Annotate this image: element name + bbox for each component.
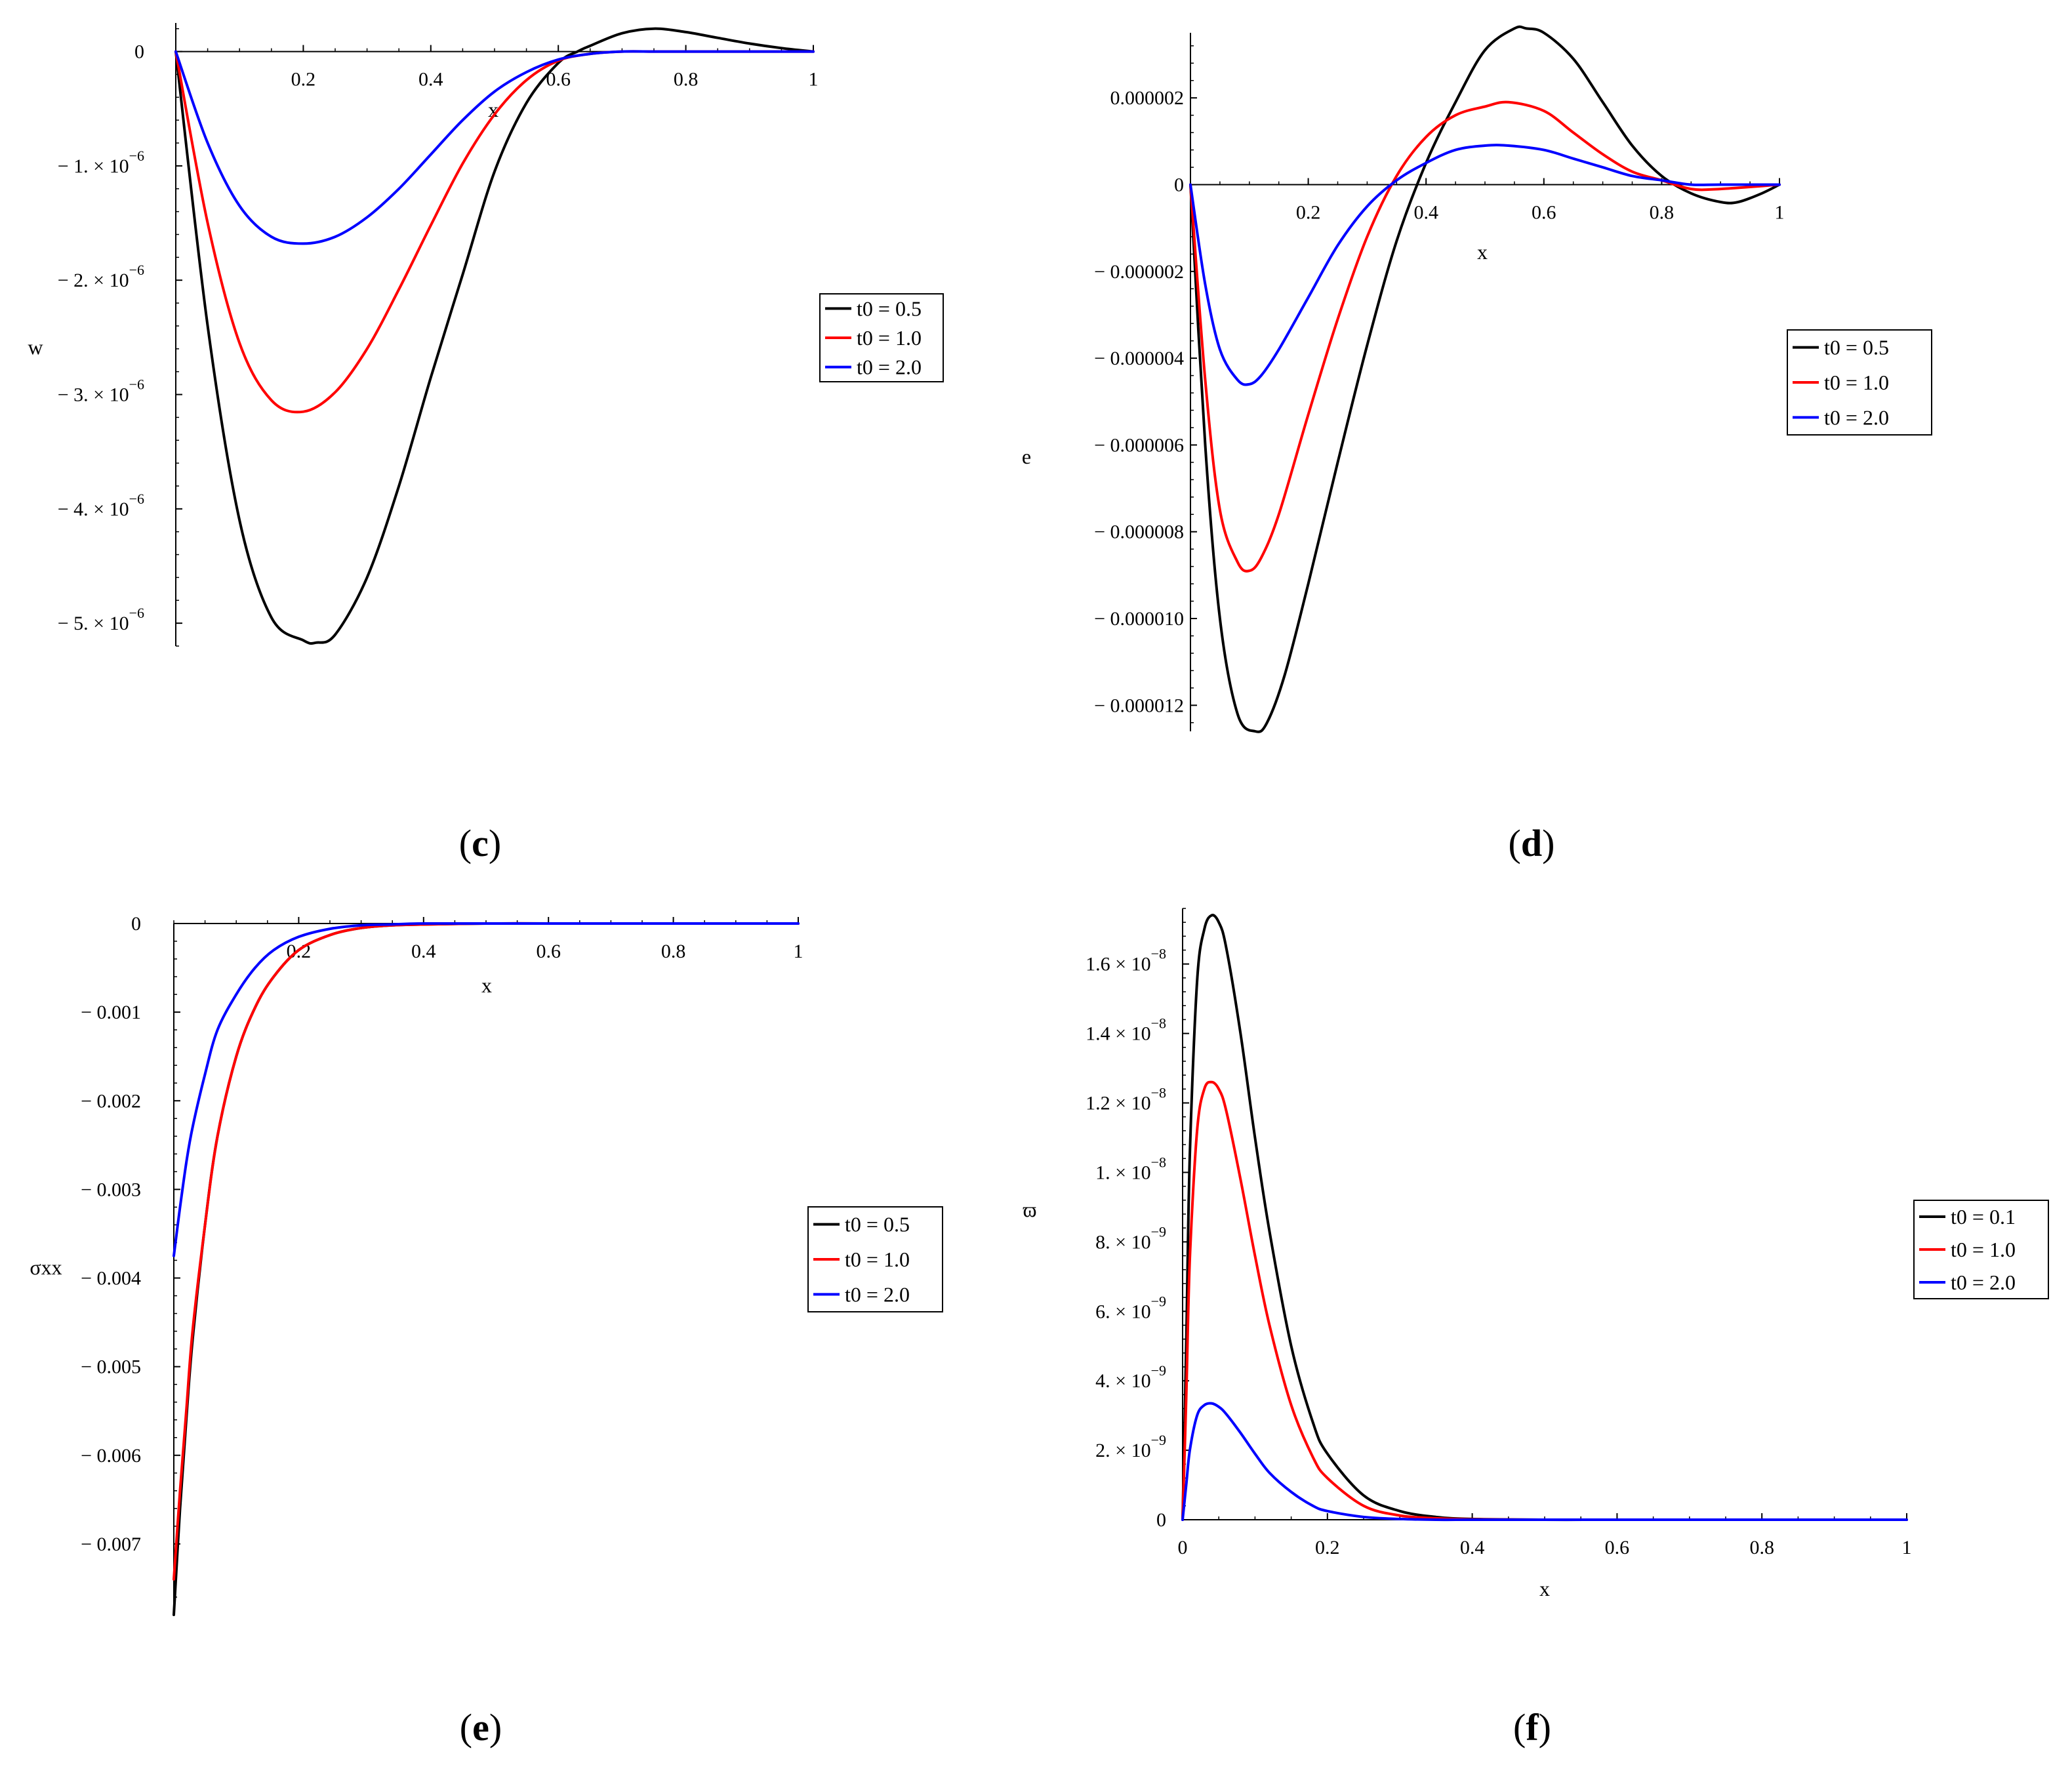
x-tick-label: 0.2 [1315, 1537, 1340, 1558]
legend: t0 = 0.1 t0 = 1.0 t0 = 2.0 [1913, 1200, 2049, 1299]
y-tick-label: 1.4 × 10−8 [1086, 1015, 1166, 1045]
legend-entry: t0 = 1.0 [845, 1248, 910, 1271]
y-tick-label: − 0.002 [81, 1090, 141, 1112]
x-tick-label: 1 [809, 69, 819, 91]
x-tick-label: 0.2 [1296, 202, 1321, 224]
y-tick-label: 0 [134, 41, 144, 63]
y-tick-label: 1.2 × 10−8 [1086, 1085, 1166, 1114]
x-tick-label: 0.6 [1605, 1537, 1630, 1558]
series-line-1 [174, 27, 815, 645]
y-tick-label: 1. × 10−8 [1095, 1154, 1166, 1183]
x-axis-label: x [481, 973, 492, 997]
legend-entry: t0 = 1.0 [1824, 371, 1889, 394]
y-tick-label: − 0.007 [81, 1533, 141, 1555]
y-tick-label: − 1. × 10−6 [58, 148, 144, 177]
y-tick-label: 4. × 10−9 [1095, 1362, 1166, 1392]
panel-e: 0.2 0.4 0.6 0.8 10− 0.001− 0.002− 0.003− 0.0… [30, 913, 943, 1749]
y-tick-label: − 5. × 10−6 [58, 605, 144, 634]
y-axis-label: ϖ [1023, 1198, 1036, 1221]
x-tick-label: 0.6 [536, 941, 561, 962]
x-tick-label: 0.4 [418, 69, 443, 91]
y-tick-label: − 0.000004 [1094, 348, 1184, 369]
y-tick-label: − 3. × 10−6 [58, 376, 144, 406]
x-tick-label: 0.8 [1650, 202, 1675, 224]
legend-entry: t0 = 1.0 [1951, 1238, 2016, 1261]
x-tick-label: 0.4 [1460, 1537, 1485, 1558]
legend-entry: t0 = 2.0 [857, 355, 922, 379]
x-tick-label: 0.8 [674, 69, 699, 91]
series-line-3 [1189, 144, 1781, 386]
x-tick-label: 1 [794, 941, 803, 962]
x-tick-label: 0.2 [291, 69, 316, 91]
y-tick-label: − 0.000002 [1094, 261, 1184, 283]
series-line-2 [173, 922, 800, 1581]
y-tick-label: 0.000002 [1110, 87, 1185, 109]
y-tick-label: 0 [131, 913, 141, 935]
legend-entry: t0 = 0.1 [1951, 1205, 2016, 1229]
legend-entry: t0 = 2.0 [1951, 1270, 2016, 1294]
y-tick-label: − 0.003 [81, 1179, 141, 1200]
x-tick-label: 0.4 [1413, 202, 1438, 224]
x-tick-label: 0.6 [1532, 202, 1556, 224]
legend-entry: t0 = 0.5 [845, 1213, 910, 1236]
y-tick-label: − 0.005 [81, 1356, 141, 1378]
y-tick-label: − 0.000006 [1094, 434, 1184, 456]
x-tick-label: 0 [1178, 1537, 1188, 1558]
series-line-2 [1189, 100, 1781, 573]
legend-entry: t0 = 0.5 [857, 296, 922, 320]
y-tick-label: − 0.000010 [1094, 608, 1184, 630]
y-tick-label: − 0.006 [81, 1445, 141, 1467]
legend-entry: t0 = 1.0 [857, 326, 922, 350]
panel-label: (d) [1509, 822, 1555, 864]
y-tick-label: 8. × 10−9 [1095, 1223, 1166, 1253]
legend-entry: t0 = 2.0 [1824, 405, 1889, 429]
y-tick-label: 2. × 10−9 [1095, 1432, 1166, 1461]
x-axis-label: x [1477, 240, 1488, 264]
y-tick-label: 1.6 × 10−8 [1086, 946, 1166, 975]
legend-entry: t0 = 2.0 [845, 1282, 910, 1306]
panel-f: 0 0.2 0.4 0.6 0.8 1 0 2. × 10−9 4. × 10−9 6. × 10… [1023, 908, 2049, 1749]
panel-label: (c) [459, 822, 501, 864]
series-line-1 [1181, 914, 1908, 1522]
panel-c: 0.2 0.4 0.6 0.8 10− 1. × 10−6− 2. × 10−6− 3.… [28, 23, 944, 864]
y-tick-label: 6. × 10−9 [1095, 1293, 1166, 1322]
y-tick-label: − 4. × 10−6 [58, 491, 144, 520]
x-tick-label: 0.8 [1749, 1537, 1774, 1558]
x-tick-label: 0.8 [661, 941, 686, 962]
y-tick-label: − 0.000008 [1094, 521, 1184, 543]
y-tick-label: − 0.000012 [1094, 695, 1184, 716]
y-axis-label: w [28, 335, 43, 359]
y-tick-label: 0 [1174, 174, 1184, 196]
series-line-3 [174, 50, 815, 245]
y-tick-label: − 0.001 [81, 1002, 141, 1023]
legend: t0 = 0.5 t0 = 1.0 t0 = 2.0 [1787, 329, 1932, 436]
panel-d: 0.2 0.4 0.6 0.8 1 0.000002 0 − 0.000002 − 0.0000… [1022, 25, 1932, 864]
x-axis-label: x [1539, 1577, 1550, 1600]
y-axis-label: σxx [30, 1255, 62, 1279]
legend: t0 = 0.5 t0 = 1.0 t0 = 2.0 [819, 293, 944, 382]
panel-label: (e) [460, 1706, 502, 1749]
panel-label: (f) [1513, 1706, 1551, 1749]
series-line-3 [1181, 1402, 1908, 1522]
series-line-1 [1189, 25, 1781, 733]
x-tick-label: 1 [1902, 1537, 1912, 1558]
y-tick-label: 0 [1156, 1509, 1166, 1531]
series-line-1 [173, 922, 800, 1616]
legend: t0 = 0.5 t0 = 1.0 t0 = 2.0 [807, 1206, 943, 1312]
series-line-2 [1181, 1080, 1908, 1522]
y-axis-label: e [1022, 445, 1031, 468]
y-tick-label: − 2. × 10−6 [58, 262, 144, 291]
x-tick-label: 0.4 [411, 941, 436, 962]
legend-entry: t0 = 0.5 [1824, 336, 1889, 359]
series-line-3 [173, 922, 800, 1257]
x-tick-label: 1 [1775, 202, 1785, 224]
x-axis-label: x [488, 98, 498, 121]
y-tick-label: − 0.004 [81, 1268, 141, 1290]
